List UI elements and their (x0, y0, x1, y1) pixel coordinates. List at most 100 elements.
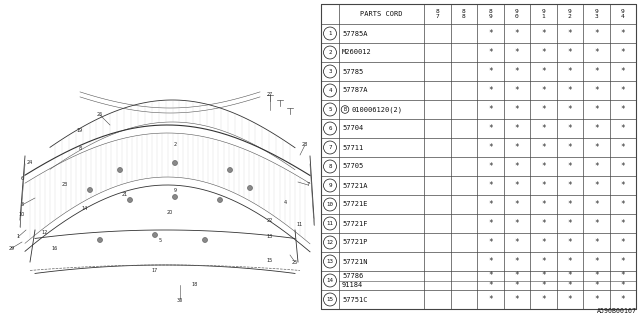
Circle shape (118, 167, 122, 172)
Text: *: * (620, 29, 625, 38)
Text: 0: 0 (515, 14, 518, 19)
Text: *: * (594, 295, 598, 304)
Text: *: * (594, 271, 598, 280)
Text: 4: 4 (328, 88, 332, 93)
Text: *: * (620, 181, 625, 190)
Text: 3: 3 (328, 69, 332, 74)
Circle shape (218, 197, 223, 203)
Text: *: * (515, 143, 519, 152)
Text: 15: 15 (326, 297, 333, 302)
Text: *: * (515, 295, 519, 304)
Text: *: * (594, 67, 598, 76)
Text: 1: 1 (328, 31, 332, 36)
Text: *: * (594, 200, 598, 209)
Text: 8: 8 (79, 146, 81, 150)
Circle shape (173, 195, 177, 199)
Text: 57705: 57705 (342, 164, 364, 170)
Text: 20: 20 (167, 210, 173, 214)
Text: 3: 3 (595, 14, 598, 19)
Text: *: * (568, 86, 572, 95)
Text: 57751C: 57751C (342, 297, 367, 302)
Text: 8: 8 (328, 164, 332, 169)
Text: PARTS CORD: PARTS CORD (360, 11, 403, 17)
Text: B: B (344, 107, 347, 112)
Text: 23: 23 (62, 182, 68, 188)
Text: *: * (515, 181, 519, 190)
Circle shape (97, 237, 102, 243)
Text: *: * (594, 181, 598, 190)
Text: *: * (620, 143, 625, 152)
Text: *: * (568, 29, 572, 38)
Text: *: * (568, 219, 572, 228)
Text: 7: 7 (307, 182, 310, 188)
Text: 57711: 57711 (342, 145, 364, 150)
Text: *: * (515, 86, 519, 95)
Text: 5: 5 (328, 107, 332, 112)
Text: *: * (515, 162, 519, 171)
Text: *: * (541, 29, 545, 38)
Text: *: * (568, 181, 572, 190)
Text: *: * (488, 162, 493, 171)
Text: *: * (620, 295, 625, 304)
Text: *: * (568, 105, 572, 114)
Text: *: * (620, 105, 625, 114)
Text: *: * (541, 124, 545, 133)
Text: *: * (568, 124, 572, 133)
Text: M260012: M260012 (342, 50, 372, 55)
Text: *: * (515, 200, 519, 209)
Text: *: * (541, 143, 545, 152)
Text: *: * (488, 257, 493, 266)
Text: 7: 7 (435, 14, 439, 19)
Text: *: * (541, 257, 545, 266)
Circle shape (202, 237, 207, 243)
Text: *: * (515, 67, 519, 76)
Text: *: * (568, 200, 572, 209)
Text: 57704: 57704 (342, 125, 364, 132)
Text: *: * (488, 295, 493, 304)
Text: 14: 14 (82, 205, 88, 211)
Circle shape (227, 167, 232, 172)
Text: 8: 8 (462, 14, 466, 19)
Text: 2: 2 (328, 50, 332, 55)
Circle shape (127, 197, 132, 203)
Text: 2: 2 (568, 14, 572, 19)
Text: 13: 13 (326, 259, 333, 264)
Text: *: * (541, 271, 545, 280)
Text: *: * (620, 48, 625, 57)
Text: *: * (515, 257, 519, 266)
Text: 7: 7 (328, 145, 332, 150)
Text: *: * (488, 105, 493, 114)
Text: 11: 11 (326, 221, 333, 226)
Text: *: * (594, 238, 598, 247)
Text: *: * (541, 281, 545, 290)
Text: *: * (488, 143, 493, 152)
Text: *: * (515, 271, 519, 280)
Text: *: * (620, 238, 625, 247)
Text: 6: 6 (328, 126, 332, 131)
Text: 57721F: 57721F (342, 220, 367, 227)
Text: A590B00167: A590B00167 (597, 308, 637, 314)
Text: 25: 25 (292, 260, 298, 265)
Text: 29: 29 (9, 245, 15, 251)
Text: *: * (620, 86, 625, 95)
Text: 24: 24 (27, 161, 33, 165)
Text: *: * (515, 29, 519, 38)
Text: *: * (515, 238, 519, 247)
Text: *: * (568, 162, 572, 171)
Text: *: * (488, 86, 493, 95)
Text: *: * (568, 257, 572, 266)
Text: *: * (594, 124, 598, 133)
Text: *: * (594, 162, 598, 171)
Text: 9: 9 (515, 9, 518, 14)
Text: *: * (594, 48, 598, 57)
Text: *: * (594, 281, 598, 290)
Text: 9: 9 (568, 9, 572, 14)
Text: 1: 1 (17, 235, 20, 239)
Text: 17: 17 (152, 268, 158, 273)
Text: *: * (488, 200, 493, 209)
Text: 91184: 91184 (342, 282, 364, 288)
Text: 27: 27 (267, 92, 273, 98)
Text: *: * (568, 238, 572, 247)
Text: 57785A: 57785A (342, 30, 367, 36)
Text: *: * (515, 219, 519, 228)
